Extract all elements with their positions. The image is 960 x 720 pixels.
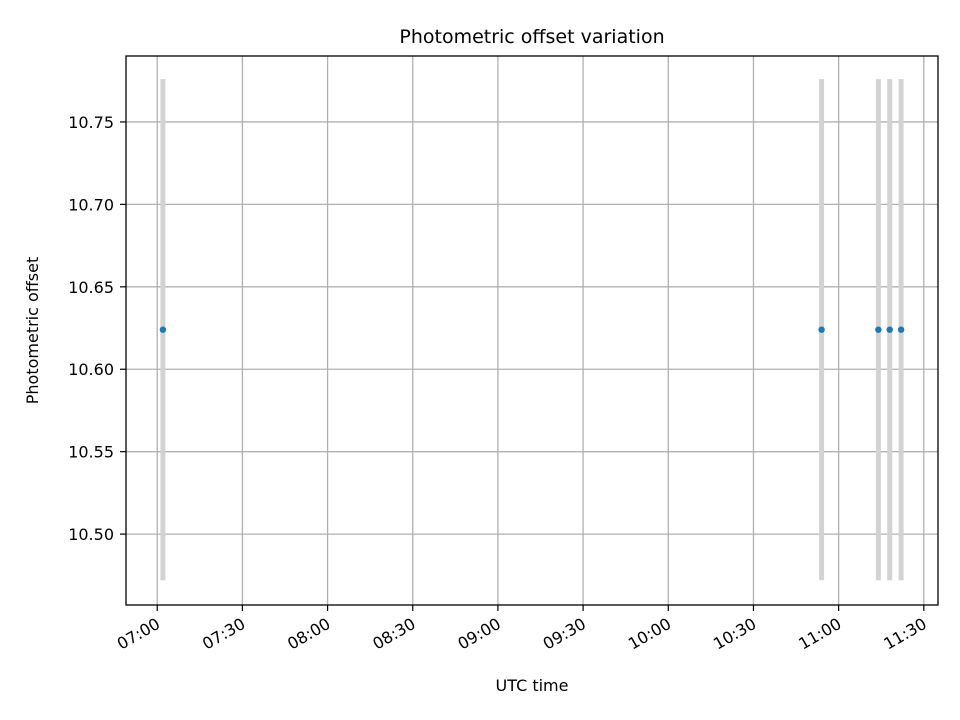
y-tick-label: 10.65 <box>68 278 114 297</box>
data-point <box>818 326 825 333</box>
y-tick-label: 10.70 <box>68 195 114 214</box>
y-axis-title: Photometric offset <box>23 257 42 405</box>
y-tick-label: 10.50 <box>68 525 114 544</box>
data-points <box>159 326 905 333</box>
y-axis-ticks: 10.50 10.55 10.60 10.65 10.70 10.75 <box>68 113 126 544</box>
data-point <box>897 326 905 333</box>
plot-frame <box>125 55 939 606</box>
y-tick-label: 10.60 <box>68 360 114 379</box>
y-tick-label: 10.75 <box>68 113 114 132</box>
data-point <box>886 326 893 333</box>
data-point <box>159 326 167 333</box>
grid <box>126 56 938 605</box>
data-point <box>875 326 882 333</box>
x-axis-title: UTC time <box>496 676 569 695</box>
chart-title: Photometric offset variation <box>399 26 664 48</box>
y-tick-label: 10.55 <box>68 443 114 462</box>
